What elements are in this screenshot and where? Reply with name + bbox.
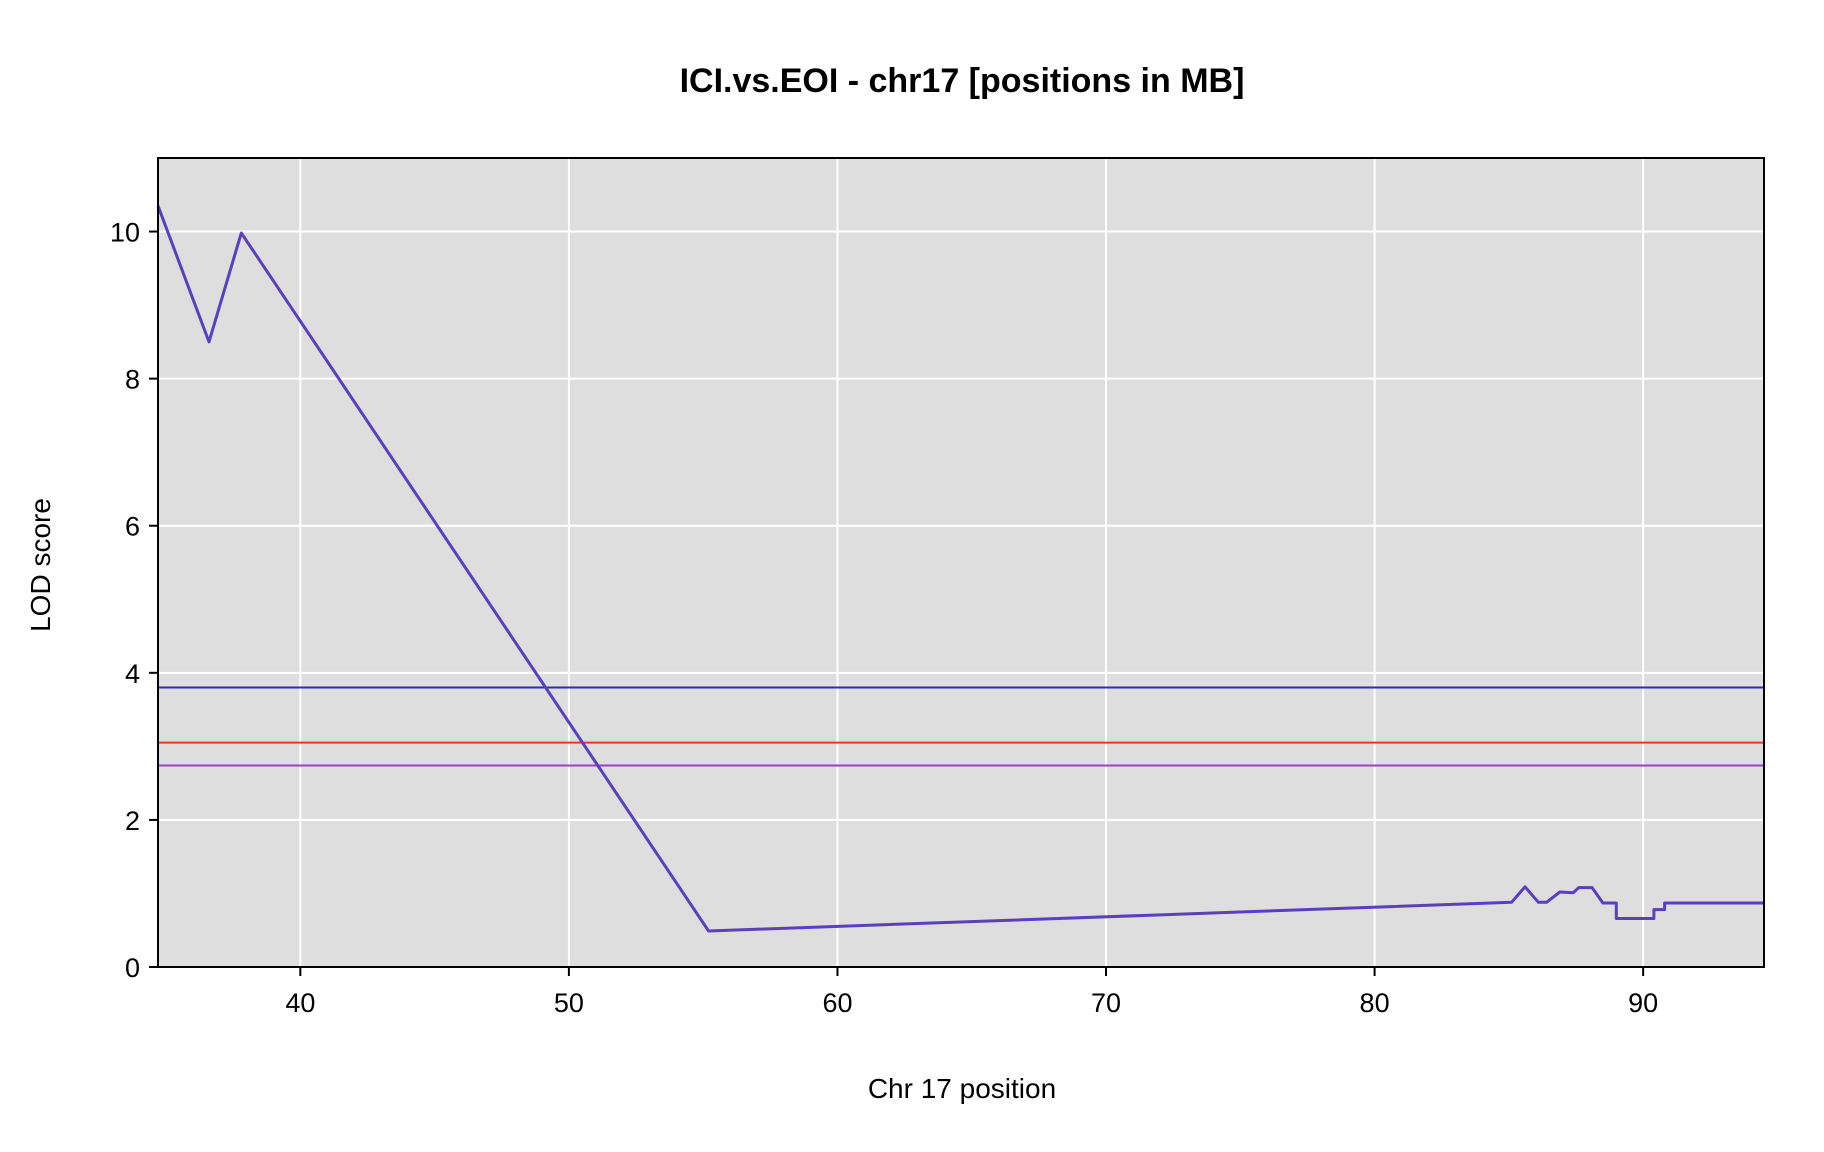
plot-background	[158, 158, 1764, 967]
y-tick-label: 10	[110, 218, 140, 248]
lod-series-line	[156, 205, 1764, 933]
x-tick-label: 40	[285, 988, 315, 1018]
y-tick-label: 0	[125, 953, 140, 983]
x-tick-label: 90	[1628, 988, 1658, 1018]
x-axis-label: Chr 17 position	[868, 1073, 1056, 1104]
x-tick-label: 70	[1091, 988, 1121, 1018]
y-tick-label: 6	[125, 512, 140, 542]
plot-border	[157, 157, 1765, 968]
x-tick-label: 60	[822, 988, 852, 1018]
chart-title: ICI.vs.EOI - chr17 [positions in MB]	[680, 62, 1245, 100]
y-axis-label: LOD score	[25, 498, 56, 632]
x-tick-label: 80	[1360, 988, 1390, 1018]
y-tick-label: 2	[125, 806, 140, 836]
y-tick-label: 8	[125, 365, 140, 395]
x-tick-label: 50	[554, 988, 584, 1018]
y-tick-label: 4	[125, 659, 140, 689]
plot-area: 40 50 60 70 80 90 0 2 4 6 8 10	[110, 157, 1765, 1018]
